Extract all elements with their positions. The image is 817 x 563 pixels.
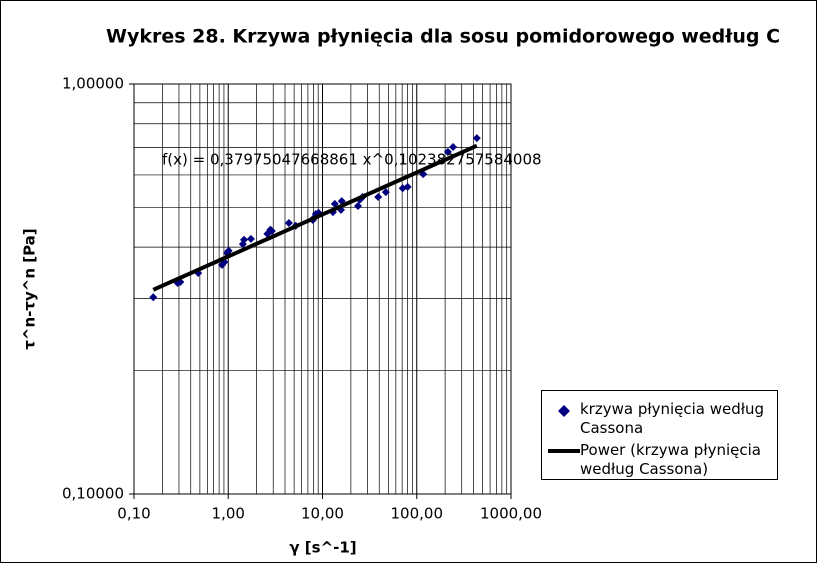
data-point bbox=[449, 143, 458, 152]
x-tick-label: 1000,00 bbox=[480, 505, 542, 523]
data-point bbox=[224, 246, 233, 255]
chart-title: Wykres 28. Krzywa płynięcia dla sosu pom… bbox=[106, 26, 780, 48]
legend-marker bbox=[558, 405, 570, 417]
trendline-equation: f(x) = 0,37975047668861 x^0,102382757584… bbox=[162, 151, 542, 169]
data-point bbox=[353, 202, 362, 211]
data-point bbox=[381, 188, 390, 197]
data-point bbox=[472, 134, 481, 143]
x-tick-label: 10,00 bbox=[301, 505, 344, 523]
data-point bbox=[374, 193, 383, 202]
plot-border bbox=[133, 83, 512, 495]
data-point bbox=[284, 219, 293, 228]
legend-marker bbox=[548, 449, 580, 453]
y-axis-label: τ^n-τy^n [Pa] bbox=[21, 228, 39, 349]
data-point bbox=[443, 147, 452, 156]
data-point bbox=[246, 234, 255, 243]
trendline bbox=[152, 143, 478, 292]
y-tick-label: 1,00000 bbox=[62, 75, 124, 93]
data-point bbox=[403, 182, 412, 191]
x-tick-label: 1,00 bbox=[212, 505, 245, 523]
data-point bbox=[267, 226, 276, 235]
x-tick-label: 100,00 bbox=[391, 505, 444, 523]
legend: krzywa płynięcia według Cassona Power (k… bbox=[541, 390, 778, 480]
legend-label: Power (krzywa płynięcia według Cassona) bbox=[580, 441, 761, 478]
legend-diamond bbox=[558, 405, 570, 417]
data-point bbox=[149, 293, 158, 302]
legend-label: krzywa płynięcia według Cassona bbox=[580, 400, 765, 437]
data-point bbox=[240, 235, 249, 244]
y-tick-label: 0,10000 bbox=[62, 485, 124, 503]
x-tick-label: 0,10 bbox=[117, 505, 150, 523]
x-axis-label: γ [s^-1] bbox=[289, 539, 356, 557]
